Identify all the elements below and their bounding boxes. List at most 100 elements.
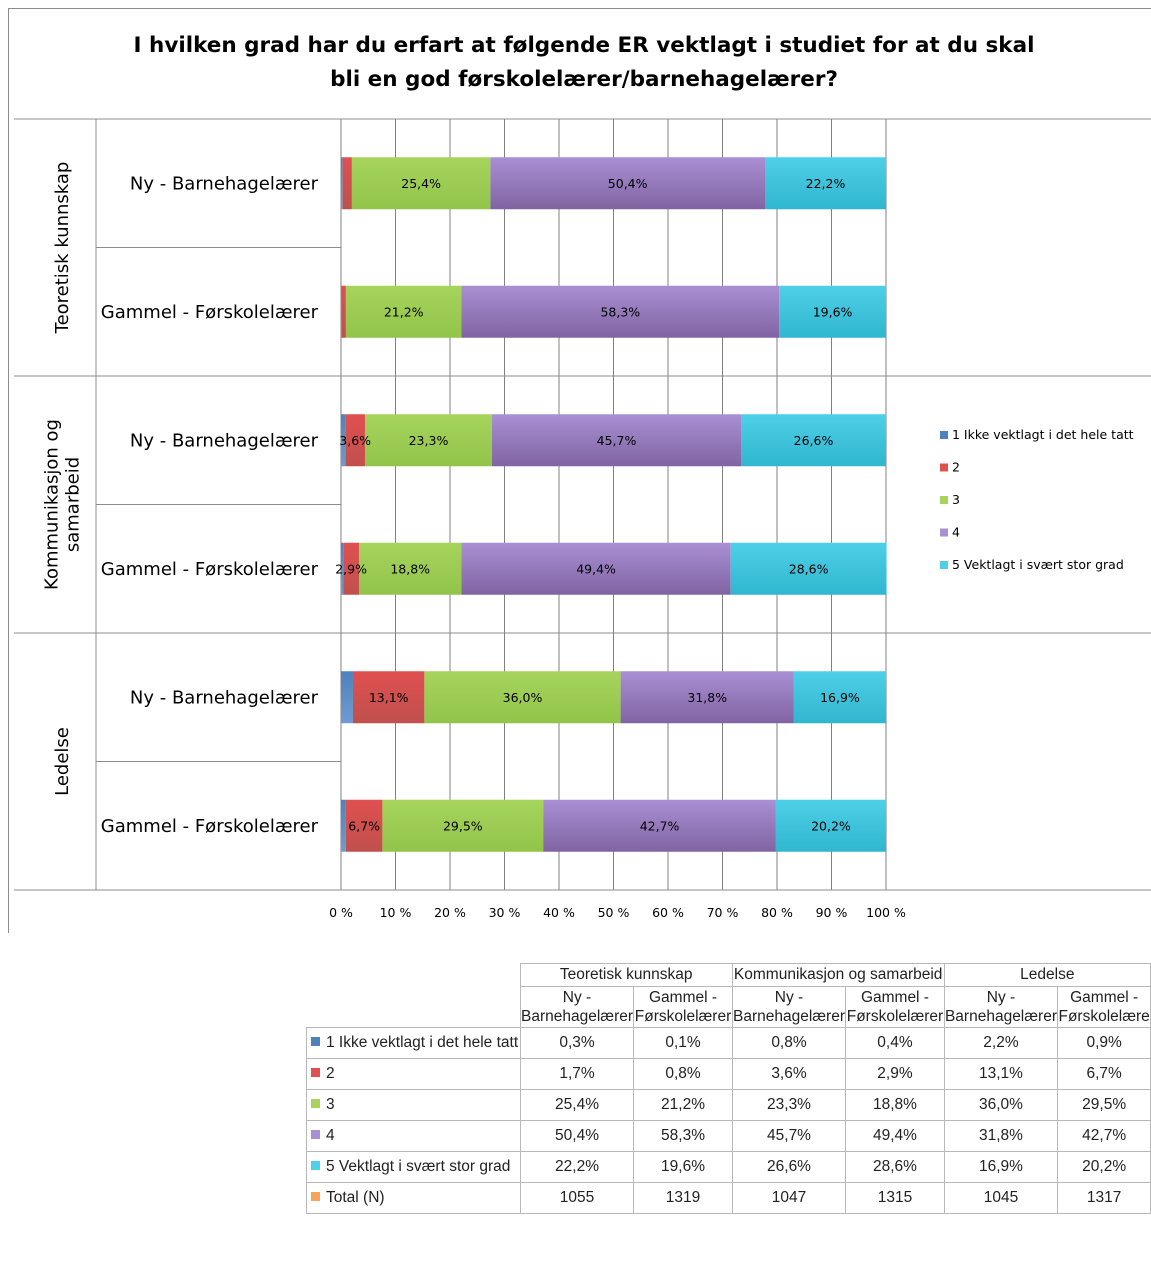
- group-label: Kommunikasjon ogsamarbeid: [42, 419, 84, 590]
- table-row-label: 1 Ikke vektlagt i det hele tatt: [306, 1027, 521, 1059]
- table-cell: 1319: [633, 1182, 733, 1214]
- category-label: Ny - Barnehagelærer: [130, 173, 319, 194]
- x-tick-label: 10 %: [380, 905, 412, 920]
- table-cell: 16,9%: [943, 1151, 1059, 1183]
- table-cell: 19,6%: [633, 1151, 733, 1183]
- table-cell: 36,0%: [943, 1089, 1059, 1121]
- table-cell: 50,4%: [519, 1120, 635, 1152]
- table-cell: 58,3%: [633, 1120, 733, 1152]
- table-cell: 0,4%: [845, 1027, 945, 1059]
- table-subheader: Ny - Barnehagelærer: [943, 986, 1059, 1028]
- table-group-header: Teoretisk kunnskap: [519, 963, 733, 987]
- table-row-label-text: 2: [326, 1065, 335, 1082]
- data-label: 26,6%: [794, 433, 834, 448]
- table-subheader-line: Førskolelære: [1058, 1008, 1150, 1025]
- bar-segment: [490, 157, 766, 210]
- table-cell: 49,4%: [845, 1120, 945, 1152]
- bar-segment: [793, 671, 886, 724]
- stacked-bar-chart: 0 % 10 % 20 % 30 % 40 % 50 % 60 % 70 % 80 % 90 % 1…: [14, 118, 1151, 920]
- chart-title-line-1: I hvilken grad har du erfart at følgende…: [133, 33, 1035, 58]
- table-cell: 23,3%: [731, 1089, 847, 1121]
- x-tick-label: 80 %: [761, 905, 793, 920]
- data-label: 2,9%: [335, 561, 367, 576]
- x-tick-label: 100 %: [866, 905, 906, 920]
- table-cell: 1055: [519, 1182, 635, 1214]
- table-row: 5 Vektlagt i svært stor grad 22,2% 19,6% 26…: [306, 1151, 1151, 1183]
- table-row-label-text: 1 Ikke vektlagt i det hele tatt: [326, 1034, 519, 1051]
- table-cell: 1047: [731, 1182, 847, 1214]
- table-row: 1 Ikke vektlagt i det hele tatt 0,3% 0,1% 0…: [306, 1027, 1151, 1059]
- table-subheader-line: Gammel -: [860, 989, 929, 1006]
- table-subheader: Ny - Barnehagelærer: [731, 986, 847, 1028]
- group-label: Ledelse: [52, 727, 73, 796]
- data-label: 36,0%: [503, 690, 543, 705]
- bar-segment: [342, 157, 352, 210]
- table-cell: 1315: [845, 1182, 945, 1214]
- table-row-label-text: Total (N): [326, 1189, 385, 1206]
- table-cell: 0,8%: [633, 1058, 733, 1090]
- table-row-label: 2: [306, 1058, 521, 1090]
- legend-swatch: [311, 1192, 320, 1201]
- table-subheader-line: Gammel -: [648, 989, 718, 1006]
- legend-label: 1 Ikke vektlagt i det hele tatt: [952, 427, 1134, 442]
- data-label: 45,7%: [597, 433, 637, 448]
- data-label: 21,2%: [384, 304, 424, 319]
- table-cell: 2,2%: [943, 1027, 1059, 1059]
- bar-segment: [364, 414, 492, 467]
- table-cell: 0,9%: [1057, 1027, 1151, 1059]
- table-row-label: 4: [306, 1120, 521, 1152]
- data-label: 18,8%: [390, 561, 430, 576]
- table-row-label: Total (N): [306, 1182, 521, 1214]
- legend-label: 5 Vektlagt i svært stor grad: [952, 557, 1124, 572]
- group-label: Teoretisk kunnskap: [52, 162, 73, 335]
- table-row-label: 3: [306, 1089, 521, 1121]
- data-label: 22,2%: [806, 176, 846, 191]
- table-row-label: 5 Vektlagt i svært stor grad: [306, 1151, 521, 1183]
- table-row-label-text: 4: [326, 1127, 335, 1144]
- table-subheader-line: Barnehagelærer: [944, 1008, 1057, 1025]
- table-cell: 29,5%: [1057, 1089, 1151, 1121]
- table-cell: 26,6%: [731, 1151, 847, 1183]
- bar-segment: [779, 285, 886, 338]
- data-label: 23,3%: [409, 433, 449, 448]
- table-row-label-text: 5 Vektlagt i svært stor grad: [326, 1158, 511, 1175]
- x-tick-label: 60 %: [652, 905, 684, 920]
- bar-segment: [620, 671, 794, 724]
- bar-segment: [461, 542, 731, 595]
- x-tick-label: 70 %: [707, 905, 739, 920]
- legend-swatch: [311, 1068, 320, 1077]
- bar-segment: [341, 799, 346, 852]
- bar-segment: [345, 799, 383, 852]
- table-cell: 2,9%: [845, 1058, 945, 1090]
- table-cell: 25,4%: [519, 1089, 635, 1121]
- table-cell: 22,2%: [519, 1151, 635, 1183]
- table-subheader-line: Ny -: [562, 989, 592, 1006]
- table-group-header: Kommunikasjon og samarbeid: [731, 963, 945, 987]
- legend-swatch: [940, 496, 948, 504]
- table-group-header: Ledelse: [943, 963, 1151, 987]
- bar-segment: [351, 157, 491, 210]
- table-cell: 1045: [943, 1182, 1059, 1214]
- data-label: 25,4%: [401, 176, 441, 191]
- table-row-label-text: 3: [326, 1096, 335, 1113]
- bar-segment: [424, 671, 621, 724]
- bar-segment: [341, 285, 346, 338]
- bar-segment: [491, 414, 742, 467]
- legend-label: 4: [952, 525, 960, 540]
- data-table: Teoretisk kunnskap Kommunikasjon og sama…: [306, 963, 1151, 1214]
- bar-segment: [341, 285, 342, 338]
- table-cell: 1317: [1057, 1182, 1151, 1214]
- table-subheader-line: Førskolelærer: [634, 1008, 732, 1025]
- x-tick-label: 40 %: [543, 905, 575, 920]
- bar-segment: [382, 799, 544, 852]
- x-tick-label: 0 %: [329, 905, 353, 920]
- data-label: 28,6%: [789, 561, 829, 576]
- x-tick-label: 30 %: [489, 905, 521, 920]
- table-cell: 28,6%: [845, 1151, 945, 1183]
- category-label: Ny - Barnehagelærer: [130, 687, 319, 708]
- table-cell: 31,8%: [943, 1120, 1059, 1152]
- legend-swatch: [940, 528, 948, 537]
- chart-title-line-2: bli en god førskolelærer/barnehagelærer?: [330, 67, 838, 92]
- table-row: 2 1,7% 0,8% 3,6% 2,9% 13,1% 6,7%: [306, 1058, 1151, 1090]
- table-subheader-line: Ny -: [986, 989, 1016, 1006]
